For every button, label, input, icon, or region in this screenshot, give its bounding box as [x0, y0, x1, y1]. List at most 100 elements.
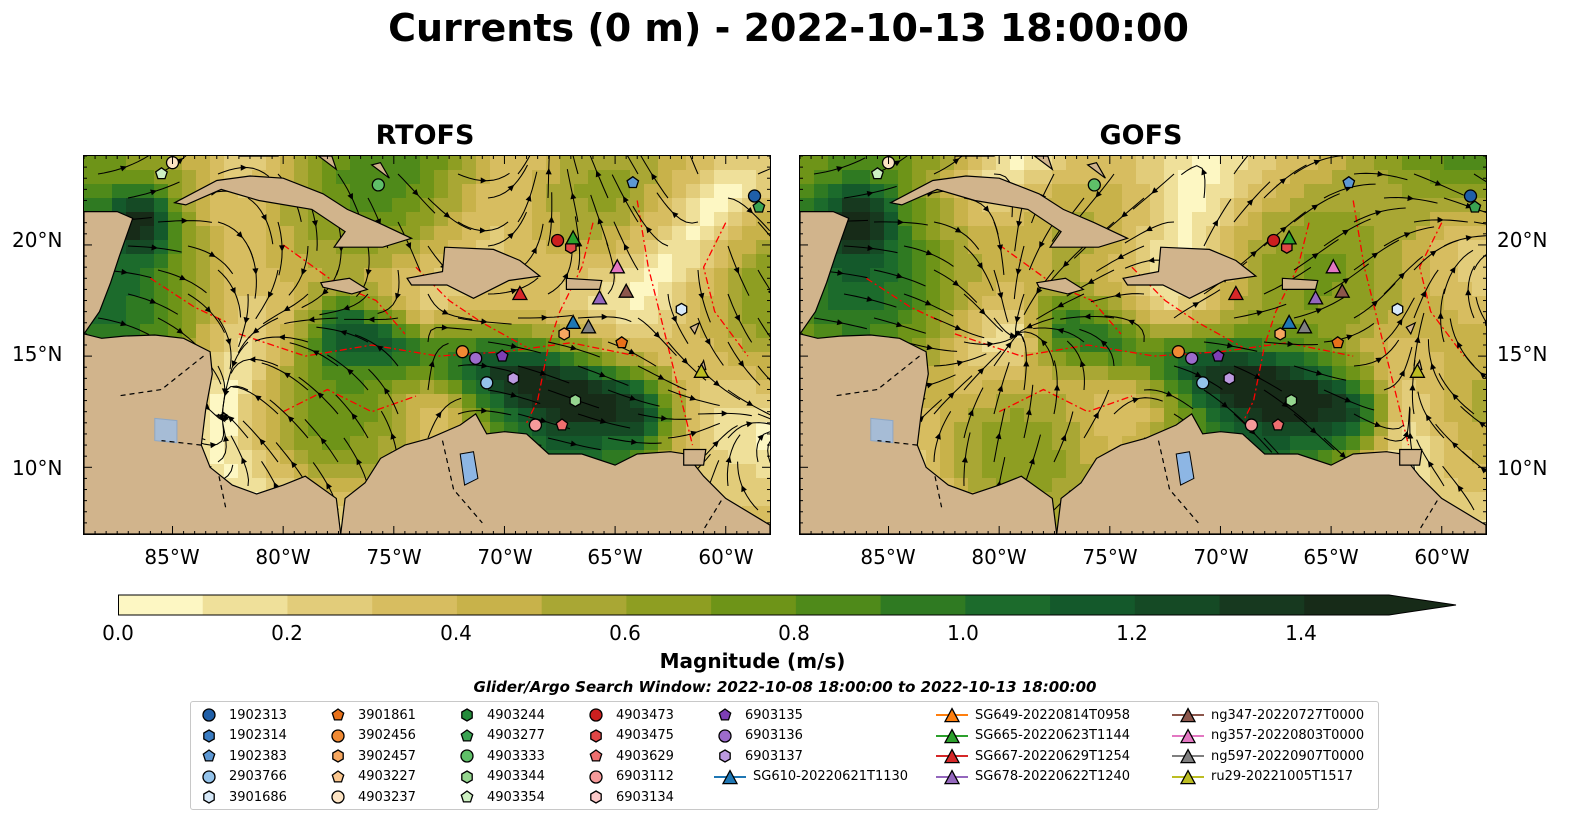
legend-item-4903344: 4903344: [455, 767, 545, 787]
legend-item-6903137: 6903137: [713, 746, 803, 766]
colorbar-bin: [795, 595, 882, 615]
legend: 1902313 1902314 1902383 2903766 3901686 39018…: [190, 701, 1379, 810]
legend-marker-icon: [719, 749, 731, 763]
map-panel-gofs[interactable]: [799, 155, 1487, 535]
legend-label: 4903354: [487, 789, 545, 805]
colorbar-bin: [1219, 595, 1305, 615]
legend-circle-marker: [202, 708, 216, 722]
map-frame-ticks: [800, 156, 1486, 534]
legend-marker-icon: [589, 749, 603, 762]
legend-label: 4903629: [616, 748, 674, 764]
float-marker-6903136: [1185, 351, 1199, 365]
legend-label: SG678-20220622T1240: [975, 769, 1131, 785]
float-marker-1902383: [626, 175, 640, 189]
map-panel-rtofs[interactable]: [83, 155, 771, 535]
float-marker-SG678-20220622T1240: [1307, 289, 1324, 305]
legend-label: SG667-20220629T1254: [975, 748, 1131, 764]
legend-marker-icon: [589, 708, 603, 722]
legend-circle-marker: [718, 728, 732, 743]
land-south-america: [1056, 413, 1486, 534]
legend-label: 4903344: [487, 769, 545, 785]
legend-item-SG610-20220621T1130: SG610-20220621T1130: [713, 767, 908, 787]
country-borders: [117, 355, 722, 530]
float-marker-SG667-20220629T1254: [1227, 285, 1244, 301]
map-canvas-gofs: [800, 156, 1486, 534]
legend-marker-icon: [331, 790, 345, 805]
legend-label: 6903135: [745, 707, 803, 723]
legend-item-4903237: 4903237: [326, 787, 416, 807]
legend-label: 4903333: [487, 748, 545, 764]
float-marker-3902457: [558, 327, 571, 341]
legend-triangle-marker: [1179, 769, 1197, 785]
legend-label: 4903237: [358, 789, 416, 805]
legend-label: ng347-20220727T0000: [1211, 707, 1365, 723]
float-marker-ng597-20220907T0000: [580, 318, 597, 334]
colorbar-extend-arrow: [1389, 595, 1456, 615]
legend-pentagon-marker: [718, 708, 732, 721]
legend-triangle-marker: [943, 769, 961, 785]
panel-title-gofs: GOFS: [1099, 120, 1183, 151]
land-bahamas1: [317, 156, 338, 171]
float-marker-4903354: [870, 167, 884, 180]
float-marker-ng347-20220727T0000: [618, 282, 635, 298]
float-marker-3902457: [1274, 327, 1287, 341]
colorbar-gradient: [118, 594, 1457, 616]
float-marker-3901686: [675, 302, 688, 317]
legend-marker-icon: [331, 708, 345, 721]
legend-marker-icon: [460, 728, 474, 742]
lon-tick-label-80w-left: 80°W: [255, 545, 311, 569]
float-marker-4903277: [752, 200, 766, 213]
legend-item-6903112: 6903112: [584, 767, 674, 787]
current-magnitude-field: [800, 156, 1486, 534]
float-marker-3901686: [1391, 302, 1404, 317]
country-borders: [833, 355, 1438, 530]
colorbar-tick-0-2: 0.2: [271, 621, 303, 645]
float-marker-ng347-20220727T0000: [1334, 282, 1351, 298]
legend-marker-icon: [461, 770, 473, 784]
land-trinidad: [1399, 448, 1423, 466]
legend-marker-icon: [461, 708, 473, 722]
colorbar-bin: [118, 595, 204, 615]
float-marker-6903137: [507, 371, 520, 386]
legend-circle-marker: [589, 708, 603, 722]
float-marker-SG665-20220623T1144: [1281, 229, 1298, 245]
legend-hexagon-marker: [203, 728, 215, 743]
float-marker-SG610-20220621T1130: [565, 314, 582, 330]
legend-item-ru29-20221005T1517: ru29-20221005T1517: [1171, 767, 1353, 787]
lat-tick-label-15n-left: 15°N: [12, 342, 63, 366]
float-marker-6903112: [528, 418, 543, 432]
colorbar-tick-1-2: 1.2: [1116, 621, 1148, 645]
legend-circle-marker: [460, 749, 474, 763]
land-trinidad: [683, 448, 707, 466]
colorbar-tick-0-0: 0.0: [102, 621, 134, 645]
float-marker-4903354: [154, 167, 168, 180]
float-marker-3901861: [615, 335, 629, 349]
legend-item-4903354: 4903354: [455, 787, 545, 807]
legend-marker-icon: [589, 770, 603, 784]
float-marker-SG667-20220629T1254: [511, 285, 528, 301]
legend-label: 2903766: [229, 769, 287, 785]
land-puerto-rico: [1281, 277, 1319, 290]
legend-item-SG665-20220623T1144: SG665-20220623T1144: [935, 726, 1130, 746]
lon-tick-label-60w-left: 60°W: [698, 545, 754, 569]
land-jamaica: [1035, 277, 1085, 295]
land-masses: [84, 156, 770, 534]
legend-label: 4903473: [616, 707, 674, 723]
legend-item-4903473: 4903473: [584, 705, 674, 725]
legend-label: 6903112: [616, 769, 674, 785]
lon-tick-label-70w-left: 70°W: [477, 545, 533, 569]
float-marker-4903473: [550, 233, 565, 248]
float-marker-6903137: [1223, 371, 1236, 386]
land-hispaniola: [406, 246, 542, 299]
lake: [1175, 451, 1195, 486]
legend-pentagon-marker: [202, 749, 216, 762]
legend-hexagon-marker: [461, 770, 473, 784]
float-marker-1902313: [747, 189, 762, 203]
legend-label: 4903475: [616, 728, 674, 744]
legend-marker-icon: [460, 749, 474, 763]
legend-label: SG649-20220814T0958: [975, 707, 1131, 723]
legend-item-ng357-20220803T0000: ng357-20220803T0000: [1171, 726, 1364, 746]
lon-tick-label-75w-right: 75°W: [1082, 545, 1138, 569]
legend-pentagon-marker: [331, 769, 345, 783]
lon-tick-label-65w-right: 65°W: [1303, 545, 1359, 569]
